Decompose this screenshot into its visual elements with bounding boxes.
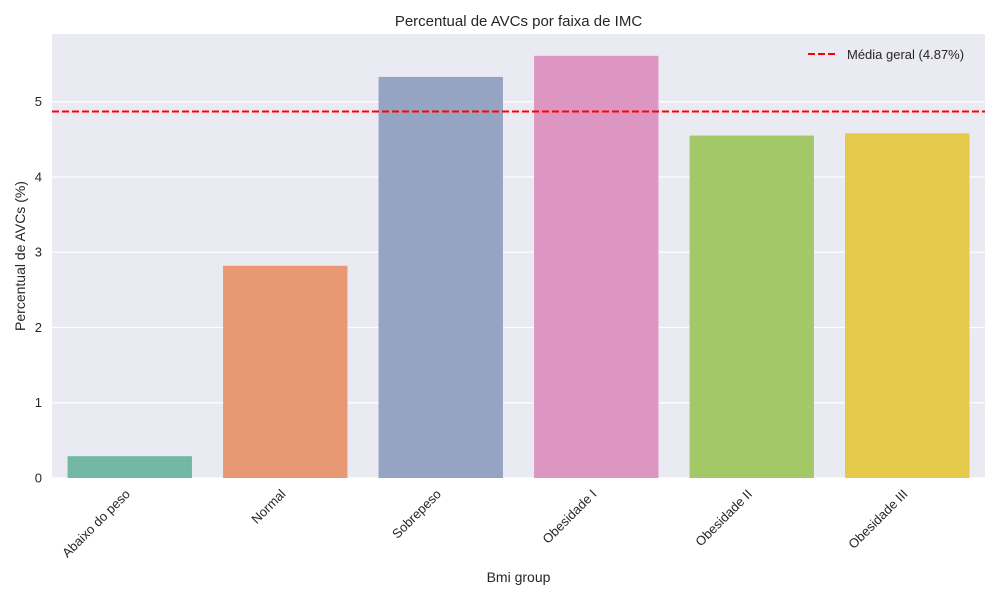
- y-tick-label: 2: [35, 320, 42, 335]
- x-tick-label: Sobrepeso: [389, 486, 444, 541]
- legend-label: Média geral (4.87%): [847, 47, 964, 62]
- x-tick-label: Abaixo do peso: [59, 486, 133, 560]
- plot-area: [52, 34, 985, 478]
- bar: [378, 76, 503, 479]
- y-tick-label: 5: [35, 94, 42, 109]
- bar: [534, 55, 659, 478]
- x-tick-label: Obesidade II: [692, 486, 755, 549]
- bars: [67, 55, 970, 479]
- bar: [845, 133, 970, 479]
- y-axis-title: Percentual de AVCs (%): [12, 181, 28, 331]
- bar: [223, 265, 348, 478]
- gridlines: [52, 101, 985, 479]
- bar: [689, 135, 814, 479]
- y-tick-label: 0: [35, 471, 42, 486]
- y-tick-label: 1: [35, 395, 42, 410]
- x-tick-label: Obesidade I: [539, 486, 599, 546]
- legend: Média geral (4.87%): [808, 47, 964, 62]
- x-tick-label: Normal: [248, 486, 288, 526]
- y-tick-label: 3: [35, 245, 42, 260]
- y-tick-label: 4: [35, 169, 42, 184]
- y-tick-labels: 0 1 2 3 4 5: [35, 94, 42, 485]
- x-tick-label: Obesidade III: [845, 486, 910, 551]
- bar: [67, 456, 192, 478]
- x-axis-title: Bmi group: [487, 569, 551, 585]
- chart-title: Percentual de AVCs por faixa de IMC: [395, 13, 643, 30]
- x-tick-labels: Abaixo do peso Normal Sobrepeso Obesidade I…: [59, 486, 910, 560]
